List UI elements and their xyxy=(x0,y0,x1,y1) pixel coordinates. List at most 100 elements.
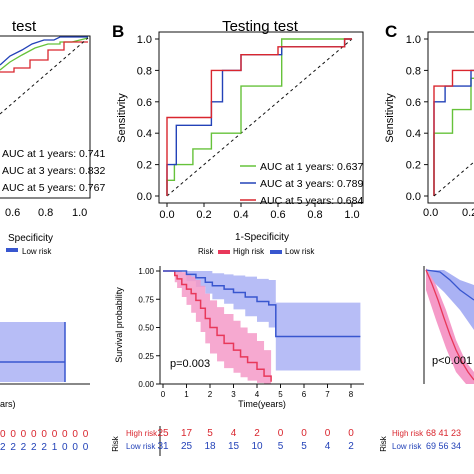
panel-a-legend-2: AUC at 3 years: 0.832 xyxy=(2,165,105,177)
panel-b-risk-legend-low: Low risk xyxy=(285,247,315,256)
panel-b-xtick-label: 0.2 xyxy=(196,209,211,221)
panel-b-risk-low-count: 5 xyxy=(278,441,284,452)
panel-b-risk-legend-title: Risk xyxy=(198,247,215,256)
panel-b-xtick-label: 0.6 xyxy=(270,209,285,221)
panel-a-diagonal xyxy=(0,37,89,115)
panel-a-roc-green xyxy=(0,37,89,71)
panel-b-ylabel: Sensitivity xyxy=(116,93,128,143)
panel-b-risk-high-count: 2 xyxy=(254,428,260,439)
panel-c: C Sensitivity 0.0 0.2 0.4 0.6 0.8 1.0 0.0 0.2… xyxy=(379,22,474,452)
panel-a-roc: test AUC at 1 years: 0.741 AUC at 3 year… xyxy=(0,18,105,453)
panel-c-yticks: 0.0 0.2 0.4 0.6 0.8 1.0 xyxy=(406,34,428,203)
panel-b-risk-high-count: 17 xyxy=(181,428,193,439)
panel-b-surv-ytick-label: 0.50 xyxy=(138,324,154,333)
panel-b-surv-xtick-label: 0 xyxy=(161,390,166,399)
panel-a-xtick-0: 0.6 xyxy=(5,207,20,219)
panel-c-frame xyxy=(427,31,474,204)
panel-b-ytick-label: 0.2 xyxy=(137,160,152,172)
panel-b-legend: AUC at 1 years: 0.637 AUC at 3 years: 0.… xyxy=(240,161,363,207)
panel-b-legend-2: AUC at 3 years: 0.789 xyxy=(260,178,363,190)
panel-b-risk-legend-high: High risk xyxy=(233,247,265,256)
panel-b-surv-xtick-label: 4 xyxy=(255,390,260,399)
panel-c-xtick-1: 0.2 xyxy=(462,207,474,219)
panel-c-risk-title: Risk xyxy=(379,435,388,452)
panel-b-surv-xtick-label: 1 xyxy=(184,390,189,399)
panel-b-letter: B xyxy=(112,22,124,41)
panel-c-roc-line-2 xyxy=(433,69,474,196)
panel-b-risk-high-count: 0 xyxy=(348,428,354,439)
panel-b-roc-lines xyxy=(166,38,352,196)
panel-c-risk-high: 68 41 23 xyxy=(426,428,461,438)
panel-b-risk-high-count: 0 xyxy=(278,428,284,439)
panel-b-risk-low-count: 4 xyxy=(325,441,331,452)
panel-c-letter: C xyxy=(385,22,397,41)
panel-b-surv-axes: 0.00 0.25 0.50 0.75 1.00 0 1 2 3 4 5 6 7 8 xyxy=(138,266,364,399)
panel-a-surv-band xyxy=(0,322,65,382)
panel-b-xtick-label: 1.0 xyxy=(344,209,359,221)
panel-b-ytick-label: 0.6 xyxy=(137,97,152,109)
panel-b-surv-xtick-label: 6 xyxy=(302,390,307,399)
panel-a-roc-red xyxy=(0,41,88,73)
panel-c-diagonal xyxy=(433,161,474,197)
panel-b-risk-legend-low-swatch xyxy=(270,250,282,254)
panel-b-ytick-label: 0.4 xyxy=(137,128,152,140)
panel-b-risk-table: 25 17 5 4 2 0 0 0 0 31 25 18 15 10 5 5 4 2 xyxy=(157,426,354,456)
panel-c-ylabel: Sensitivity xyxy=(384,93,396,143)
panel-b-legend-3: AUC at 5 years: 0.684 xyxy=(260,195,363,207)
panel-c-pvalue: p<0.001 xyxy=(432,355,472,367)
panel-b-risk-legend-high-swatch xyxy=(218,250,230,254)
panel-b-roc: B Testing test Sensitivity 0.00.20.40.60… xyxy=(112,18,364,256)
panel-b-risk-high-count: 25 xyxy=(157,428,169,439)
panel-b-surv-line-high xyxy=(163,270,272,382)
panel-a-legend-low-swatch xyxy=(6,248,18,252)
panel-b-xticks: 0.0 0.2 0.4 0.6 0.8 1.0 xyxy=(159,203,360,221)
panel-b-roc-line-1 xyxy=(166,38,352,196)
panel-b-risk-high-count: 0 xyxy=(301,428,307,439)
panel-c-risk-high-label: High risk xyxy=(392,429,424,438)
panel-c-roc-line-1 xyxy=(433,77,474,196)
panel-a-title: test xyxy=(12,18,37,35)
panel-b-risk-low-count: 5 xyxy=(301,441,307,452)
panel-b-ytick-label: 0.0 xyxy=(137,191,152,203)
panel-b-xlabel: 1-Specificity xyxy=(235,232,289,243)
panel-b-ytick-label: 0.8 xyxy=(137,65,152,77)
panel-b-title: Testing test xyxy=(222,18,299,35)
panel-a-xtick-2: 1.0 xyxy=(72,207,87,219)
panel-c-risk-low-label: Low risk xyxy=(392,442,422,451)
panel-b-surv-xtick-label: 2 xyxy=(208,390,213,399)
panel-a-roc-blue xyxy=(0,36,88,66)
panel-b-surv-line-low xyxy=(163,270,361,338)
panel-a-legend-low-label: Low risk xyxy=(22,247,52,256)
panel-b-ytick-label: 1.0 xyxy=(137,34,152,46)
panel-c-xtick-0: 0.0 xyxy=(423,207,438,219)
panel-a-risk-high: 0 0 0 0 0 0 0 0 0 xyxy=(0,429,89,440)
panel-b-survival: Survival probability 0.00 0.25 0.50 0.75 1.0… xyxy=(111,266,364,456)
panel-c-ytick-label: 0.6 xyxy=(406,97,421,109)
panel-c-ytick-label: 0.2 xyxy=(406,160,421,172)
panel-b-surv-ytick-label: 0.25 xyxy=(138,352,154,361)
panel-b-risk-high-count: 5 xyxy=(207,428,213,439)
panel-a-legend-1: AUC at 1 years: 0.741 xyxy=(2,148,105,160)
panel-a-surv-xlabel: ars) xyxy=(0,399,16,409)
panel-b-risk-legend: Risk High risk Low risk xyxy=(198,247,315,256)
panel-b-risk-low-count: 18 xyxy=(204,441,216,452)
panel-c-surv-line-high xyxy=(425,269,474,381)
panel-b-surv-xtick-label: 8 xyxy=(349,390,354,399)
panel-c-ytick-label: 1.0 xyxy=(406,34,421,46)
panel-b-diagonal xyxy=(166,38,353,197)
panel-c-roc-lines xyxy=(433,69,474,197)
panel-b-surv-xtick-label: 3 xyxy=(231,390,236,399)
panel-b-ci-band-low xyxy=(163,271,361,371)
panel-b-risk-high-label: High risk xyxy=(126,429,158,438)
panel-b-risk-high-count: 4 xyxy=(231,428,237,439)
panel-a-legend-3: AUC at 5 years: 0.767 xyxy=(2,182,105,194)
panel-b-risk-low-count: 15 xyxy=(228,441,240,452)
panel-b-risk-title: Risk xyxy=(111,435,120,452)
panel-c-surv-line-low xyxy=(425,269,474,301)
panel-b-risk-low-count: 25 xyxy=(181,441,193,452)
panel-b-risk-low-count: 10 xyxy=(251,441,263,452)
panel-b-surv-xlabel: Time(years) xyxy=(238,399,286,409)
panel-b-surv-ytick-label: 0.75 xyxy=(138,295,154,304)
panel-c-surv-band-low xyxy=(426,270,474,330)
